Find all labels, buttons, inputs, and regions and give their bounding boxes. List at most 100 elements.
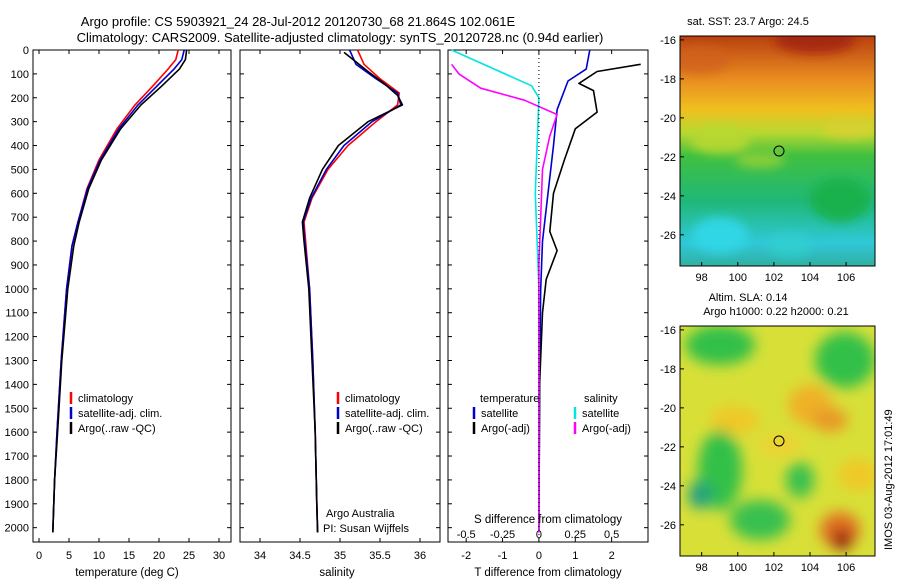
depth-tick-label: 1300	[5, 355, 29, 367]
legend-label-t-argo: Argo(-adj)	[481, 423, 530, 435]
map-x-tick-label: 104	[801, 562, 819, 574]
footer-stamp: IMOS 03-Aug-2012 17:01:49	[883, 409, 895, 550]
series-line-satellite-adj-clim	[52, 49, 185, 533]
x-tick-label: 15	[123, 550, 135, 562]
map-y-tick-label: -16	[660, 35, 676, 47]
legend-label-satellite: satellite-adj. clim.	[78, 408, 162, 420]
depth-tick-label: 1100	[5, 308, 29, 320]
legend-label-s-argo: Argo(-adj)	[582, 423, 631, 435]
map-x-tick-label: 98	[696, 562, 708, 574]
annotation-line2: PI: Susan Wijffels	[323, 523, 409, 535]
series-line-climatology	[303, 49, 401, 533]
x-tick-label: 30	[213, 550, 225, 562]
map-y-tick-label: -22	[660, 442, 676, 454]
sla-map-frame	[679, 325, 876, 557]
map-x-tick-label: 104	[801, 272, 819, 284]
figure-title-line1: Argo profile: CS 5903921_24 28-Jul-2012 …	[81, 14, 516, 29]
x-tick-label: 25	[183, 550, 195, 562]
x-tick-label: 0	[536, 550, 542, 562]
x-tick-label: 34.5	[289, 550, 310, 562]
x-tick-label: 35	[334, 550, 346, 562]
series-line-argo-raw-qc	[52, 49, 188, 533]
figure-title-line2: Climatology: CARS2009. Satellite-adjuste…	[77, 30, 604, 45]
x-tick-label: 5	[66, 550, 72, 562]
depth-axis-ticks: 0 100 200 300 400 500 600 700 800 900 1000 1100 1200…	[5, 45, 648, 535]
sla-map	[680, 326, 875, 556]
difference-axis-title: T difference from climatology	[474, 567, 621, 579]
map-y-tick-label: -24	[660, 191, 676, 203]
x-tick-label: 35.5	[369, 550, 390, 562]
depth-tick-label: 700	[11, 212, 29, 224]
depth-tick-label: 0	[23, 45, 29, 57]
legend-label-t-satellite: satellite	[481, 408, 518, 420]
map-y-tick-label: -22	[660, 152, 676, 164]
sst-map-frame	[679, 35, 876, 267]
legend-label-argo: Argo(..raw -QC)	[78, 423, 156, 435]
depth-tick-label: 400	[11, 141, 29, 153]
depth-tick-label: 1200	[5, 332, 29, 344]
depth-tick-label: 1000	[5, 284, 29, 296]
s-tick-label: -0.25	[490, 529, 515, 541]
map-y-tick-label: -16	[660, 325, 676, 337]
salinity-series	[301, 49, 404, 533]
sla-map-title-line2: Argo h1000: 0.22 h2000: 0.21	[703, 306, 849, 318]
legend-label-climatology: climatology	[78, 393, 134, 405]
salinity-panel-frame	[239, 49, 441, 543]
map-y-tick-label: -18	[660, 364, 676, 376]
x-tick-label: 20	[153, 550, 165, 562]
x-tick-label: -1	[498, 550, 508, 562]
x-tick-label: 1	[572, 550, 578, 562]
depth-tick-label: 500	[11, 164, 29, 176]
difference-panel-frame	[447, 49, 649, 543]
salinity-legend: climatology satellite-adj. clim. Argo(..…	[336, 392, 429, 435]
temperature-legend: climatology satellite-adj. clim. Argo(..…	[69, 392, 162, 435]
annotation-line1: Argo Australia	[326, 508, 395, 520]
depth-tick-label: 1900	[5, 499, 29, 511]
temperature-axis-title: temperature (deg C)	[75, 567, 179, 579]
x-tick-label: -2	[461, 550, 471, 562]
sst-map	[680, 36, 875, 266]
map-x-tick-label: 106	[837, 562, 855, 574]
depth-tick-label: 900	[11, 260, 29, 272]
s-tick-label: 0.5	[604, 529, 619, 541]
depth-tick-label: 200	[11, 93, 29, 105]
series-line-salinity-satellite	[451, 49, 540, 533]
sla-float-marker	[773, 435, 785, 447]
difference-series	[450, 49, 641, 533]
sst-float-marker	[773, 145, 785, 157]
map-x-tick-label: 106	[837, 272, 855, 284]
legend-label-satellite: satellite-adj. clim.	[345, 408, 429, 420]
map-y-tick-label: -20	[660, 113, 676, 125]
depth-tick-label: 1600	[5, 427, 29, 439]
series-line-salinity-argo-adj	[450, 63, 558, 533]
x-tick-label: 36	[414, 550, 426, 562]
legend-label-climatology: climatology	[345, 393, 401, 405]
s-difference-axis-title: S difference from climatology	[474, 514, 622, 526]
map-y-tick-label: -20	[660, 403, 676, 415]
series-line-satellite-adj-clim	[302, 49, 402, 533]
map-y-tick-label: -18	[660, 74, 676, 86]
depth-tick-label: 600	[11, 188, 29, 200]
panel-x-axis-ticks: 0 5 10 15 20 25 30 34 34.5 35 35.5 36 -2 -1 0 1 2 -0.5 -0.…	[36, 50, 619, 562]
salinity-axis-title: salinity	[319, 567, 354, 579]
legend-header-salinity: salinity	[584, 393, 618, 405]
s-tick-label: 0.25	[565, 529, 586, 541]
legend-label-s-satellite: satellite	[582, 408, 619, 420]
depth-tick-label: 300	[11, 117, 29, 129]
temperature-panel-frame	[32, 49, 232, 543]
series-line-temperature-argo-adj	[538, 63, 641, 533]
map-axis-ticks: 98 100 102 104 106 -16 -18 -20 -22 -24 -26 98 100 102…	[660, 35, 855, 574]
depth-tick-label: 1500	[5, 403, 29, 415]
legend-header-temperature: temperature	[480, 393, 539, 405]
map-x-tick-label: 100	[729, 272, 747, 284]
depth-tick-label: 100	[11, 69, 29, 81]
series-line-temperature-satellite	[538, 49, 591, 533]
map-y-tick-label: -24	[660, 481, 676, 493]
map-y-tick-label: -26	[660, 520, 676, 532]
depth-tick-label: 1400	[5, 379, 29, 391]
series-line-climatology	[52, 49, 179, 533]
x-tick-label: 10	[93, 550, 105, 562]
map-x-tick-label: 102	[765, 272, 783, 284]
map-x-tick-label: 102	[765, 562, 783, 574]
